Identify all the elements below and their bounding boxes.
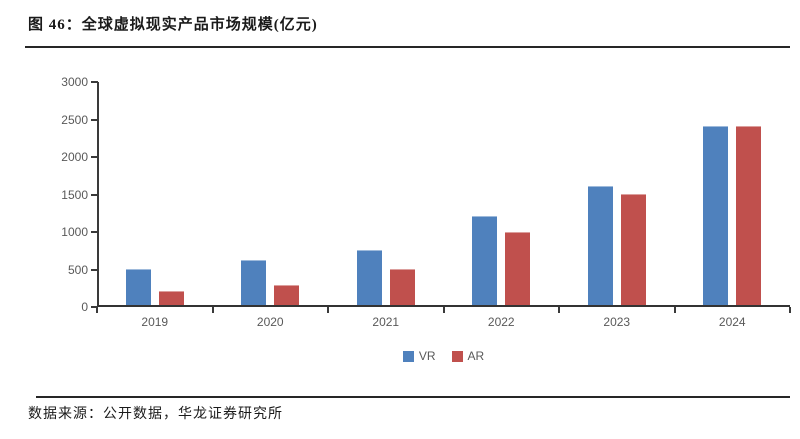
bar-vr-2019 [125,268,151,305]
legend-item-vr: VR [402,349,436,363]
plot-area [91,81,791,313]
legend-swatch-vr [402,350,414,362]
bar-vr-2024 [703,126,729,305]
y-tick-mark [91,81,98,83]
bar-ar-2023 [620,193,646,305]
bar-vr-2021 [356,249,382,305]
x-tick-mark [211,307,214,313]
x-axis-label-2022: 2022 [487,315,515,329]
x-tick-mark [327,307,329,313]
y-tick-label: 0 [81,300,88,314]
bar-ar-2020 [274,285,300,305]
x-axis-line [97,305,790,307]
x-tick-mark [673,307,676,313]
y-tick-mark [91,156,98,158]
x-axis-label-2021: 2021 [372,315,400,329]
legend-label-ar: AR [467,349,485,363]
legend-item-ar: AR [451,349,485,363]
bar-vr-2022 [472,216,498,305]
bar-ar-2022 [505,231,531,305]
x-axis-label-2024: 2024 [718,315,746,329]
y-tick-label: 3000 [61,75,88,89]
y-tick-label: 1000 [61,225,88,239]
y-tick-mark [91,306,98,308]
bar-vr-2023 [587,186,613,305]
x-tick-mark [789,307,791,313]
bar-ar-2019 [158,291,184,305]
x-axis-label-2023: 2023 [603,315,631,329]
bar-ar-2021 [389,269,415,305]
x-tick-mark [442,307,445,313]
legend-label-vr: VR [418,349,436,363]
y-tick-mark [91,268,98,271]
x-axis-label-2020: 2020 [256,315,284,329]
x-axis-label-2019: 2019 [141,315,169,329]
y-tick-mark [91,231,98,233]
y-tick-mark [91,118,98,121]
title-divider [25,46,790,48]
bar-ar-2024 [736,126,762,305]
data-source: 数据来源：公开数据，华龙证券研究所 [28,407,283,422]
chart-legend: VR AR [97,349,790,363]
y-tick-mark [91,193,98,196]
x-tick-mark [96,307,98,313]
y-tick-label: 500 [67,262,88,277]
bar-vr-2020 [241,259,267,305]
legend-swatch-ar [451,350,463,362]
y-axis-line [97,82,99,307]
figure-title: 图 46：全球虚拟现实产品市场规模(亿元) [28,17,318,33]
y-tick-label: 2000 [61,150,88,164]
y-tick-label: 2500 [61,112,88,127]
footer-divider [36,396,790,398]
x-tick-mark [558,307,560,313]
y-tick-label: 1500 [61,187,88,202]
